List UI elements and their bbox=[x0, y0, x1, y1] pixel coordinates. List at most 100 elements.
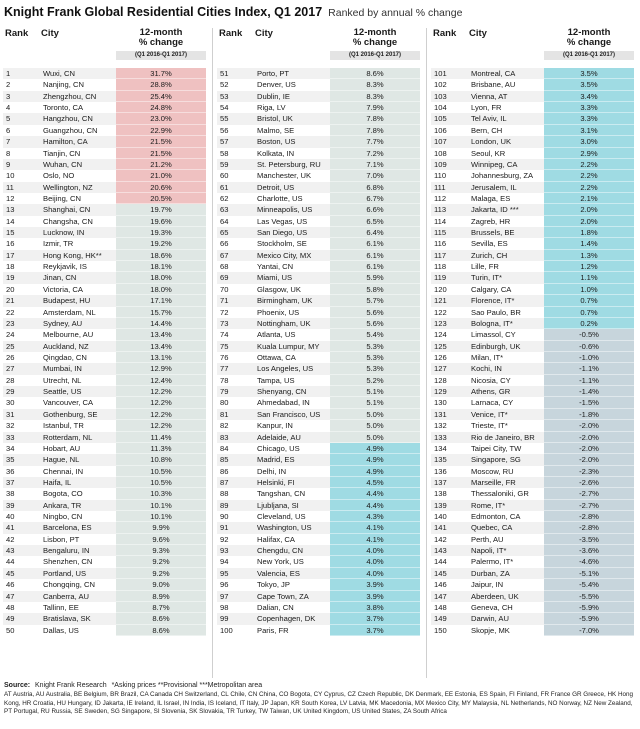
change-cell: 3.7% bbox=[330, 613, 420, 625]
city-cell: Moscow, RU bbox=[471, 466, 514, 476]
period-label: (Q1 2016-Q1 2017) bbox=[544, 51, 634, 60]
city-cell: Hobart, AU bbox=[43, 443, 81, 453]
rank-cell: 95 bbox=[217, 567, 253, 580]
change-cell: -2.8% bbox=[544, 511, 634, 523]
city-cell: Budapest, HU bbox=[39, 295, 116, 307]
change-cell: 1.1% bbox=[544, 272, 634, 284]
change-cell: -2.0% bbox=[544, 431, 634, 443]
change-cell: 5.4% bbox=[330, 329, 420, 341]
city-cell: Kolkata, IN bbox=[257, 148, 295, 158]
table-row: 144 Palermo, IT* -4.6% bbox=[431, 556, 636, 568]
change-cell: 4.9% bbox=[330, 442, 420, 455]
rank-cell: 34 bbox=[6, 443, 15, 453]
city-cell: Istanbul, TR bbox=[43, 421, 84, 431]
rank-cell: 52 bbox=[220, 80, 229, 90]
rank-cell: 36 bbox=[6, 466, 15, 476]
rank-cell: 13 bbox=[3, 204, 39, 216]
change-cell: 7.8% bbox=[330, 113, 420, 125]
change-cell: 4.1% bbox=[330, 522, 420, 534]
change-cell: 8.6% bbox=[330, 68, 420, 80]
change-cell: 21.5% bbox=[116, 147, 206, 159]
city-cell: Reykjavik, IS bbox=[43, 262, 87, 272]
change-cell: 5.3% bbox=[330, 351, 420, 364]
rank-cell: 1 bbox=[3, 68, 39, 80]
rank-cell: 25 bbox=[3, 340, 39, 352]
change-cell: 5.2% bbox=[330, 374, 420, 387]
city-cell: Winnipeg, CA bbox=[467, 158, 544, 171]
city-cell: Edinburgh, UK bbox=[467, 340, 544, 352]
table-row: 35 Hague, NL 10.8% bbox=[3, 454, 208, 466]
table-row: 44 Shenzhen, CN 9.2% bbox=[3, 556, 208, 568]
rank-cell: 79 bbox=[217, 386, 253, 398]
change-cell: -5.9% bbox=[544, 613, 634, 625]
table-row: 24 Melbourne, AU 13.4% bbox=[3, 329, 208, 341]
rank-cell: 41 bbox=[3, 522, 39, 534]
rank-cell: 8 bbox=[6, 148, 11, 158]
change-cell: 5.3% bbox=[330, 363, 420, 375]
rank-cell: 37 bbox=[3, 476, 39, 489]
change-cell: 8.6% bbox=[116, 624, 206, 636]
rank-cell: 50 bbox=[6, 625, 15, 635]
change-cell: 2.0% bbox=[544, 215, 634, 228]
city-cell: Kuala Lumpur, MY bbox=[253, 340, 330, 352]
table-row: 130 Larnaca, CY -1.5% bbox=[431, 397, 636, 409]
city-cell: Madrid, ES bbox=[253, 454, 330, 466]
rank-cell: 88 bbox=[220, 489, 229, 499]
rank-cell: 133 bbox=[431, 431, 467, 443]
rank-cell: 143 bbox=[431, 545, 467, 557]
rank-cell: 2 bbox=[6, 80, 11, 90]
city-cell: Wuxi, CN bbox=[39, 68, 116, 80]
city-cell: Dallas, US bbox=[43, 625, 79, 635]
ranking-column-3: Rank City 12-month% change (Q1 2016-Q1 2… bbox=[431, 28, 636, 636]
rank-cell: 76 bbox=[220, 352, 229, 362]
table-row: 125 Edinburgh, UK -0.6% bbox=[431, 340, 636, 352]
city-cell: Brisbane, AU bbox=[471, 80, 516, 90]
table-row: 41 Barcelona, ES 9.9% bbox=[3, 522, 208, 534]
city-cell: Bologna, IT* bbox=[467, 317, 544, 330]
city-cell: Wuhan, CN bbox=[39, 158, 116, 171]
rank-cell: 92 bbox=[220, 534, 229, 544]
city-cell: Miami, US bbox=[253, 272, 330, 284]
change-cell: 13.4% bbox=[116, 340, 206, 352]
rank-cell: 130 bbox=[434, 398, 447, 408]
change-cell: 0.2% bbox=[544, 317, 634, 330]
column-divider bbox=[426, 28, 427, 678]
rank-cell: 51 bbox=[217, 68, 253, 80]
table-row: 126 Milan, IT* -1.0% bbox=[431, 351, 636, 364]
rank-cell: 80 bbox=[220, 398, 229, 408]
city-cell: Phoenix, US bbox=[257, 307, 300, 317]
ranking-rows: 101 Montreal, CA 3.5% 102 Brisbane, AU 3.5% 10… bbox=[431, 68, 636, 636]
table-row: 46 Chongqing, CN 9.0% bbox=[3, 579, 208, 591]
table-row: 85 Madrid, ES 4.9% bbox=[217, 454, 422, 466]
change-cell: 12.9% bbox=[116, 363, 206, 375]
change-cell: 3.0% bbox=[544, 136, 634, 148]
city-cell: Venice, IT* bbox=[467, 408, 544, 421]
city-cell: Nottingham, UK bbox=[253, 317, 330, 330]
change-cell: -1.5% bbox=[544, 397, 634, 409]
table-row: 141 Quebec, CA -2.8% bbox=[431, 522, 636, 534]
table-row: 28 Utrecht, NL 12.4% bbox=[3, 374, 208, 387]
rank-cell: 112 bbox=[434, 193, 447, 203]
change-cell: 12.2% bbox=[116, 397, 206, 409]
rank-cell: 90 bbox=[220, 512, 229, 522]
rank-cell: 135 bbox=[431, 454, 467, 466]
rank-cell: 7 bbox=[3, 136, 39, 148]
city-cell: Lisbon, PT bbox=[43, 534, 80, 544]
table-row: 147 Aberdeen, UK -5.5% bbox=[431, 590, 636, 602]
city-cell: Oslo, NO bbox=[43, 171, 75, 181]
table-row: 84 Chicago, US 4.9% bbox=[217, 442, 422, 455]
table-row: 105 Tel Aviv, IL 3.3% bbox=[431, 113, 636, 125]
change-cell: 5.6% bbox=[330, 317, 420, 330]
change-cell: -2.0% bbox=[544, 420, 634, 432]
rank-cell: 26 bbox=[6, 352, 15, 362]
city-cell: Tokyo, JP bbox=[257, 580, 290, 590]
table-row: 40 Ningbo, CN 10.1% bbox=[3, 511, 208, 523]
table-row: 82 Kanpur, IN 5.0% bbox=[217, 420, 422, 432]
city-cell: Montreal, CA bbox=[467, 68, 544, 80]
table-row: 142 Perth, AU -3.5% bbox=[431, 533, 636, 546]
city-cell: Beijing, CN bbox=[43, 193, 81, 203]
table-row: 42 Lisbon, PT 9.6% bbox=[3, 533, 208, 546]
city-cell: Kochi, IN bbox=[467, 363, 544, 375]
city-cell: Aberdeen, UK bbox=[467, 590, 544, 602]
column-header: Rank City 12-month% change (Q1 2016-Q1 2… bbox=[3, 28, 208, 68]
